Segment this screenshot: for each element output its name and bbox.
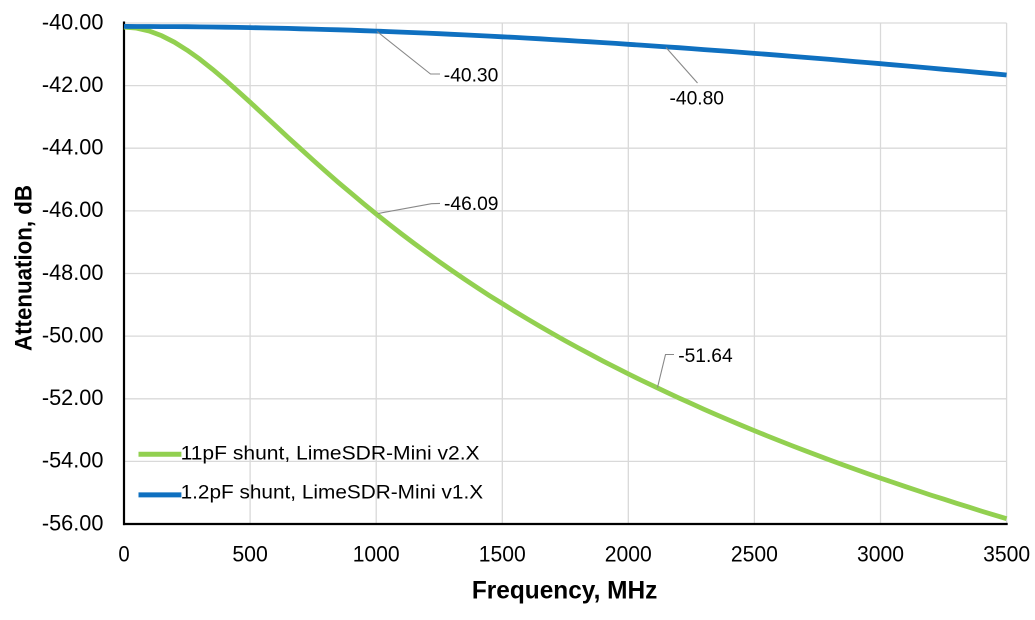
svg-text:-54.00: -54.00 [42,448,104,473]
svg-text:1500: 1500 [479,542,526,567]
svg-text:-48.00: -48.00 [42,260,104,285]
svg-text:-46.09: -46.09 [444,193,499,215]
svg-text:0: 0 [118,542,129,567]
svg-text:3000: 3000 [857,542,904,567]
svg-text:-56.00: -56.00 [42,510,104,535]
svg-text:-44.00: -44.00 [42,135,104,160]
svg-text:-42.00: -42.00 [42,72,104,97]
svg-text:-51.64: -51.64 [678,345,733,367]
svg-text:Attenuation, dB: Attenuation, dB [11,185,38,351]
svg-text:11pF shunt, LimeSDR-Mini v2.X: 11pF shunt, LimeSDR-Mini v2.X [181,443,480,464]
svg-text:-40.30: -40.30 [444,65,499,87]
svg-text:-40.00: -40.00 [42,9,104,34]
svg-text:-46.00: -46.00 [42,197,104,222]
svg-text:500: 500 [232,542,268,567]
svg-text:1.2pF shunt, LimeSDR-Mini v1.X: 1.2pF shunt, LimeSDR-Mini v1.X [181,482,484,503]
svg-text:2500: 2500 [731,542,778,567]
svg-text:1000: 1000 [353,542,400,567]
svg-text:3500: 3500 [983,542,1030,567]
svg-text:Frequency, MHz: Frequency, MHz [472,576,658,604]
svg-text:-52.00: -52.00 [42,385,104,410]
svg-text:2000: 2000 [605,542,652,567]
svg-text:-50.00: -50.00 [42,322,104,347]
svg-text:-40.80: -40.80 [670,87,725,109]
